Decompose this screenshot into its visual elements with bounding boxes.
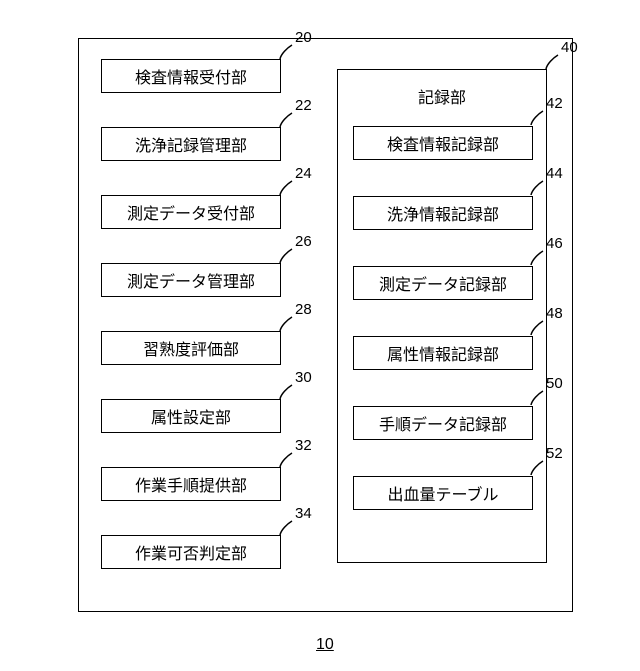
reference-number: 52	[546, 445, 563, 462]
reference-number: 44	[546, 165, 563, 182]
record-group-title: 記録部	[338, 84, 546, 108]
reference-number: 34	[295, 505, 312, 522]
module-box: 洗浄記録管理部	[101, 127, 281, 161]
module-label: 洗浄情報記録部	[387, 201, 499, 225]
reference-number: 42	[546, 95, 563, 112]
module-box: 出血量テーブル	[353, 476, 533, 510]
module-box: 作業可否判定部	[101, 535, 281, 569]
module-label: 属性設定部	[151, 404, 231, 428]
main-container: 記録部 検査情報記録部洗浄情報記録部測定データ記録部属性情報記録部手順データ記録…	[78, 38, 573, 612]
reference-number: 40	[561, 39, 578, 56]
reference-number: 26	[295, 233, 312, 250]
module-label: 測定データ記録部	[379, 271, 507, 295]
reference-number: 20	[295, 29, 312, 46]
module-label: 測定データ管理部	[127, 268, 255, 292]
module-label: 手順データ記録部	[379, 411, 507, 435]
reference-number: 50	[546, 375, 563, 392]
module-box: 習熟度評価部	[101, 331, 281, 365]
module-box: 測定データ受付部	[101, 195, 281, 229]
module-box: 測定データ管理部	[101, 263, 281, 297]
record-group: 記録部 検査情報記録部洗浄情報記録部測定データ記録部属性情報記録部手順データ記録…	[337, 69, 547, 563]
reference-number: 32	[295, 437, 312, 454]
reference-number: 24	[295, 165, 312, 182]
reference-number: 48	[546, 305, 563, 322]
reference-number: 30	[295, 369, 312, 386]
module-label: 習熟度評価部	[143, 336, 239, 360]
module-label: 検査情報記録部	[387, 131, 499, 155]
module-box: 属性設定部	[101, 399, 281, 433]
module-label: 検査情報受付部	[135, 64, 247, 88]
module-label: 出血量テーブル	[387, 481, 498, 505]
module-box: 検査情報受付部	[101, 59, 281, 93]
module-label: 測定データ受付部	[127, 200, 255, 224]
module-label: 洗浄記録管理部	[135, 132, 247, 156]
module-box: 属性情報記録部	[353, 336, 533, 370]
module-label: 作業手順提供部	[135, 472, 247, 496]
module-box: 検査情報記録部	[353, 126, 533, 160]
reference-number: 22	[295, 97, 312, 114]
module-box: 測定データ記録部	[353, 266, 533, 300]
module-label: 属性情報記録部	[387, 341, 499, 365]
reference-number: 46	[546, 235, 563, 252]
container-ref: 10	[316, 636, 334, 654]
reference-number: 28	[295, 301, 312, 318]
module-box: 洗浄情報記録部	[353, 196, 533, 230]
module-label: 作業可否判定部	[135, 540, 247, 564]
module-box: 手順データ記録部	[353, 406, 533, 440]
module-box: 作業手順提供部	[101, 467, 281, 501]
